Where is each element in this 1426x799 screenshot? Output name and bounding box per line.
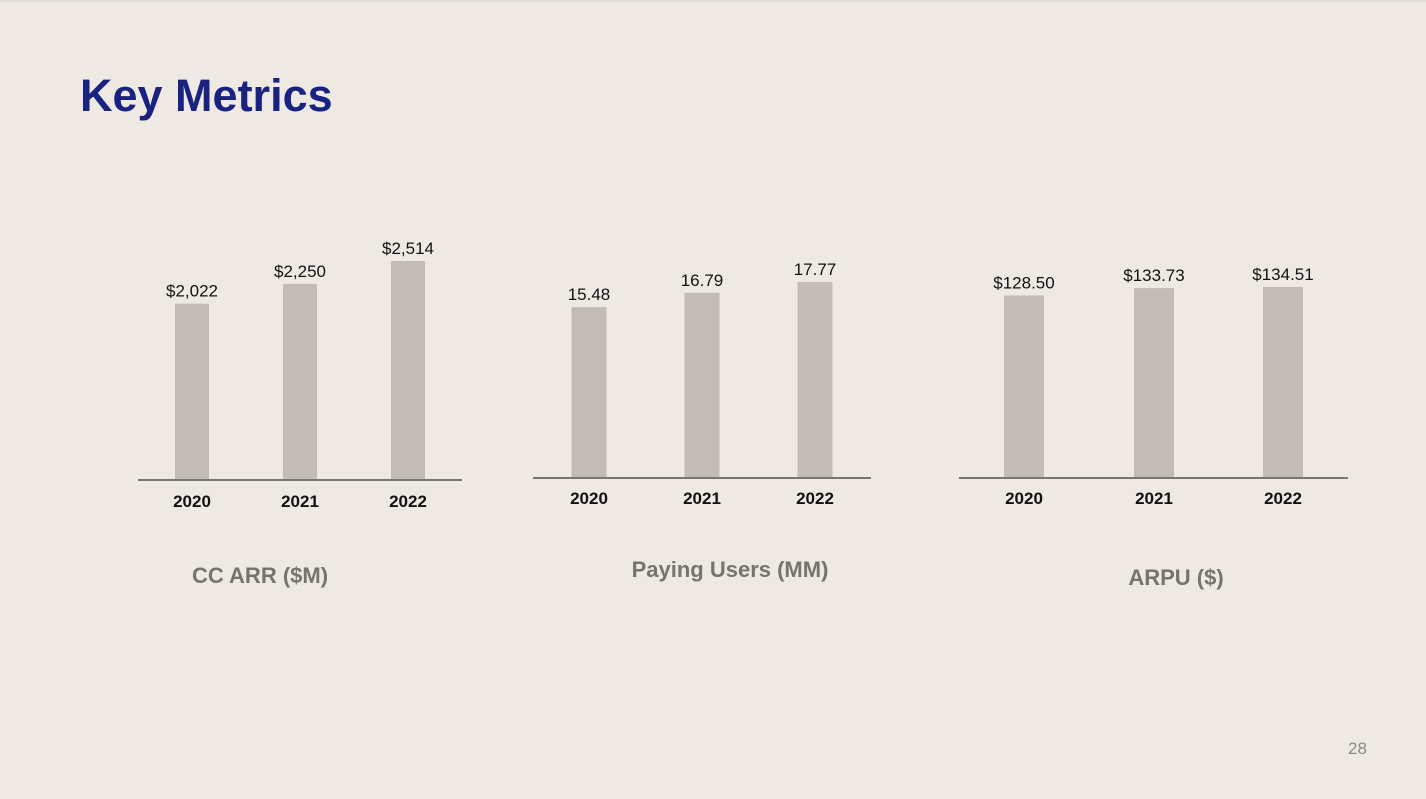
slide-title: Key Metrics [80, 70, 333, 121]
tick-label-cc-arr-2020: 2020 [173, 492, 211, 511]
value-label-paying-users-2021: 16.79 [681, 271, 724, 290]
value-label-arpu-2021: $133.73 [1123, 266, 1184, 285]
bar-arpu-2022 [1263, 287, 1303, 477]
bar-arpu-2020 [1004, 295, 1044, 477]
tick-label-cc-arr-2022: 2022 [389, 492, 427, 511]
chart-title-paying-users: Paying Users (MM) [631, 557, 829, 582]
bar-cc-arr-2022 [391, 261, 425, 479]
bar-paying-users-2020 [571, 307, 607, 477]
value-label-paying-users-2022: 17.77 [794, 260, 837, 279]
tick-label-paying-users-2020: 2020 [570, 489, 608, 508]
chart-title-arpu: ARPU ($) [1128, 565, 1224, 590]
tick-label-arpu-2022: 2022 [1264, 489, 1302, 508]
bar-chart-cc-arr: $2,022 2020 $2,250 2021 $2,514 2022 [138, 239, 462, 511]
bar-chart-arpu: $128.50 2020 $133.73 2021 $134.51 2022 [959, 265, 1348, 508]
tick-label-paying-users-2022: 2022 [796, 489, 834, 508]
value-label-cc-arr-2020: $2,022 [166, 282, 218, 301]
value-label-paying-users-2020: 15.48 [568, 285, 611, 304]
top-edge-shadow [0, 0, 1426, 3]
bar-paying-users-2021 [684, 292, 720, 477]
bar-chart-paying-users: 15.48 2020 16.79 2021 17.77 2022 [533, 260, 871, 508]
value-label-cc-arr-2021: $2,250 [274, 262, 326, 281]
bar-arpu-2021 [1134, 288, 1174, 477]
bar-paying-users-2022 [797, 282, 833, 477]
page-number: 28 [1348, 739, 1367, 758]
tick-label-arpu-2021: 2021 [1135, 489, 1173, 508]
bar-cc-arr-2020 [175, 303, 209, 479]
tick-label-arpu-2020: 2020 [1005, 489, 1043, 508]
value-label-arpu-2020: $128.50 [993, 273, 1054, 292]
tick-label-cc-arr-2021: 2021 [281, 492, 319, 511]
value-label-cc-arr-2022: $2,514 [382, 239, 434, 258]
bar-cc-arr-2021 [283, 283, 317, 479]
value-label-arpu-2022: $134.51 [1252, 265, 1313, 284]
tick-label-paying-users-2021: 2021 [683, 489, 721, 508]
chart-title-cc-arr: CC ARR ($M) [191, 563, 329, 588]
